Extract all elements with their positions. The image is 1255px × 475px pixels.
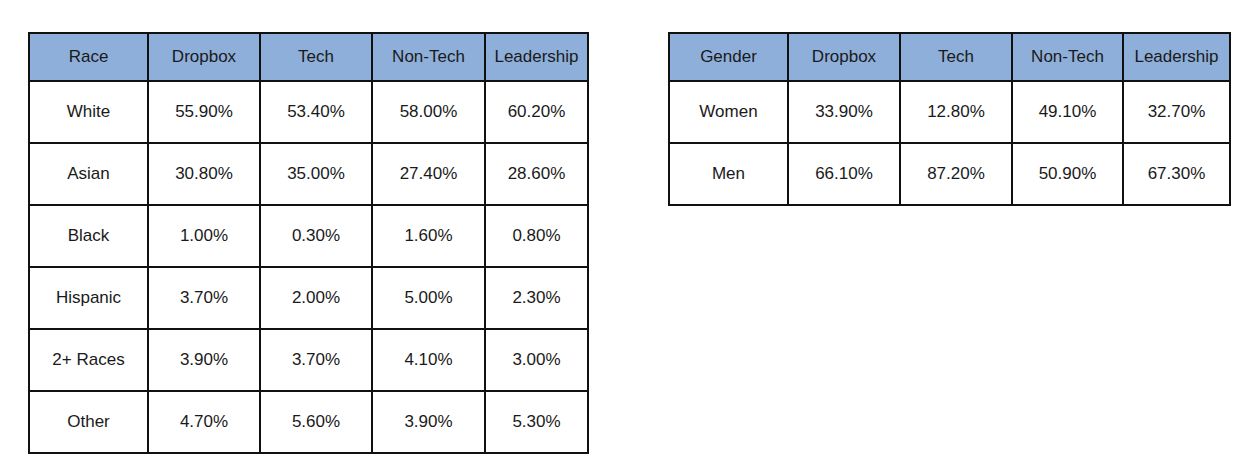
table-cell: 58.00% [372, 81, 485, 143]
table-cell: 12.80% [900, 81, 1012, 143]
race-table-header-leadership: Leadership [485, 33, 588, 81]
race-table-header-non-tech: Non-Tech [372, 33, 485, 81]
table-cell: 30.80% [148, 143, 260, 205]
table-cell: 5.00% [372, 267, 485, 329]
table-row-women: Women 33.90% 12.80% 49.10% 32.70% [669, 81, 1230, 143]
table-cell: 35.00% [260, 143, 372, 205]
table-cell: 3.90% [372, 391, 485, 453]
table-cell: 53.40% [260, 81, 372, 143]
table-cell: 67.30% [1123, 143, 1230, 205]
table-cell: 50.90% [1012, 143, 1123, 205]
row-label: 2+ Races [29, 329, 148, 391]
table-cell: 2.30% [485, 267, 588, 329]
table-cell: 1.60% [372, 205, 485, 267]
race-table-header-dropbox: Dropbox [148, 33, 260, 81]
table-row-asian: Asian 30.80% 35.00% 27.40% 28.60% [29, 143, 588, 205]
table-cell: 49.10% [1012, 81, 1123, 143]
row-label: Asian [29, 143, 148, 205]
table-row-men: Men 66.10% 87.20% 50.90% 67.30% [669, 143, 1230, 205]
table-cell: 0.30% [260, 205, 372, 267]
gender-table-header-gender: Gender [669, 33, 788, 81]
page: Race Dropbox Tech Non-Tech Leadership Wh… [0, 0, 1255, 475]
table-cell: 5.30% [485, 391, 588, 453]
table-cell: 4.10% [372, 329, 485, 391]
table-cell: 33.90% [788, 81, 900, 143]
row-label: Women [669, 81, 788, 143]
gender-table-header-leadership: Leadership [1123, 33, 1230, 81]
table-row-black: Black 1.00% 0.30% 1.60% 0.80% [29, 205, 588, 267]
table-cell: 32.70% [1123, 81, 1230, 143]
table-cell: 1.00% [148, 205, 260, 267]
table-cell: 55.90% [148, 81, 260, 143]
table-cell: 3.00% [485, 329, 588, 391]
table-cell: 87.20% [900, 143, 1012, 205]
race-table-header-row: Race Dropbox Tech Non-Tech Leadership [29, 33, 588, 81]
gender-table-header-dropbox: Dropbox [788, 33, 900, 81]
row-label: White [29, 81, 148, 143]
race-table: Race Dropbox Tech Non-Tech Leadership Wh… [28, 32, 589, 454]
race-table-header-race: Race [29, 33, 148, 81]
table-cell: 4.70% [148, 391, 260, 453]
row-label: Hispanic [29, 267, 148, 329]
table-cell: 60.20% [485, 81, 588, 143]
table-row-hispanic: Hispanic 3.70% 2.00% 5.00% 2.30% [29, 267, 588, 329]
table-cell: 0.80% [485, 205, 588, 267]
row-label: Other [29, 391, 148, 453]
table-row-white: White 55.90% 53.40% 58.00% 60.20% [29, 81, 588, 143]
row-label: Men [669, 143, 788, 205]
table-cell: 3.70% [148, 267, 260, 329]
row-label: Black [29, 205, 148, 267]
table-cell: 2.00% [260, 267, 372, 329]
table-row-other: Other 4.70% 5.60% 3.90% 5.30% [29, 391, 588, 453]
table-cell: 66.10% [788, 143, 900, 205]
table-cell: 5.60% [260, 391, 372, 453]
gender-table-header-non-tech: Non-Tech [1012, 33, 1123, 81]
gender-table-header-tech: Tech [900, 33, 1012, 81]
race-table-header-tech: Tech [260, 33, 372, 81]
gender-table: Gender Dropbox Tech Non-Tech Leadership … [668, 32, 1231, 206]
table-row-2plus-races: 2+ Races 3.90% 3.70% 4.10% 3.00% [29, 329, 588, 391]
gender-table-header-row: Gender Dropbox Tech Non-Tech Leadership [669, 33, 1230, 81]
table-cell: 27.40% [372, 143, 485, 205]
table-cell: 3.70% [260, 329, 372, 391]
table-cell: 3.90% [148, 329, 260, 391]
table-cell: 28.60% [485, 143, 588, 205]
